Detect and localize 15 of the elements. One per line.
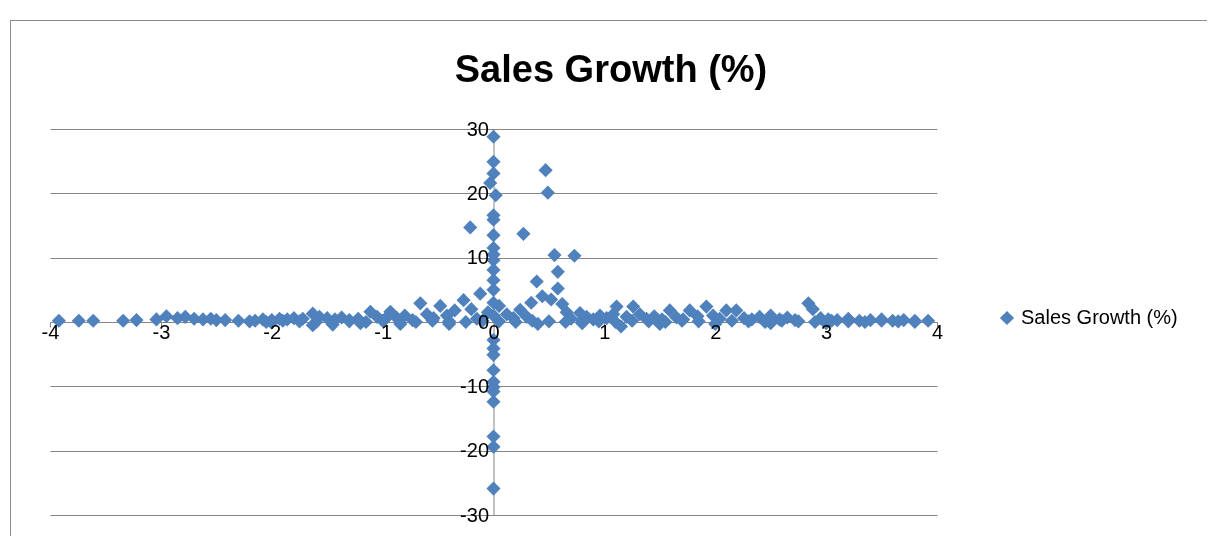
x-tick-label: -3 — [152, 320, 171, 343]
y-tick-label: -10 — [460, 374, 489, 397]
x-tick-label: -4 — [41, 320, 60, 343]
chart-title: Sales Growth (%) — [454, 48, 768, 90]
y-tick-label: 20 — [466, 181, 489, 204]
x-tick-label: 1 — [599, 320, 611, 343]
legend-label: Sales Growth (%) — [1021, 306, 1178, 328]
x-tick-label: 4 — [931, 320, 944, 343]
x-tick-label: -1 — [374, 320, 393, 343]
y-tick-label: 10 — [466, 246, 489, 269]
y-tick-label: 30 — [466, 117, 489, 140]
y-tick-label: -20 — [460, 439, 489, 462]
y-tick-label: -30 — [460, 503, 489, 526]
x-tick-label: 3 — [821, 320, 833, 343]
x-tick-label: -2 — [263, 320, 282, 343]
